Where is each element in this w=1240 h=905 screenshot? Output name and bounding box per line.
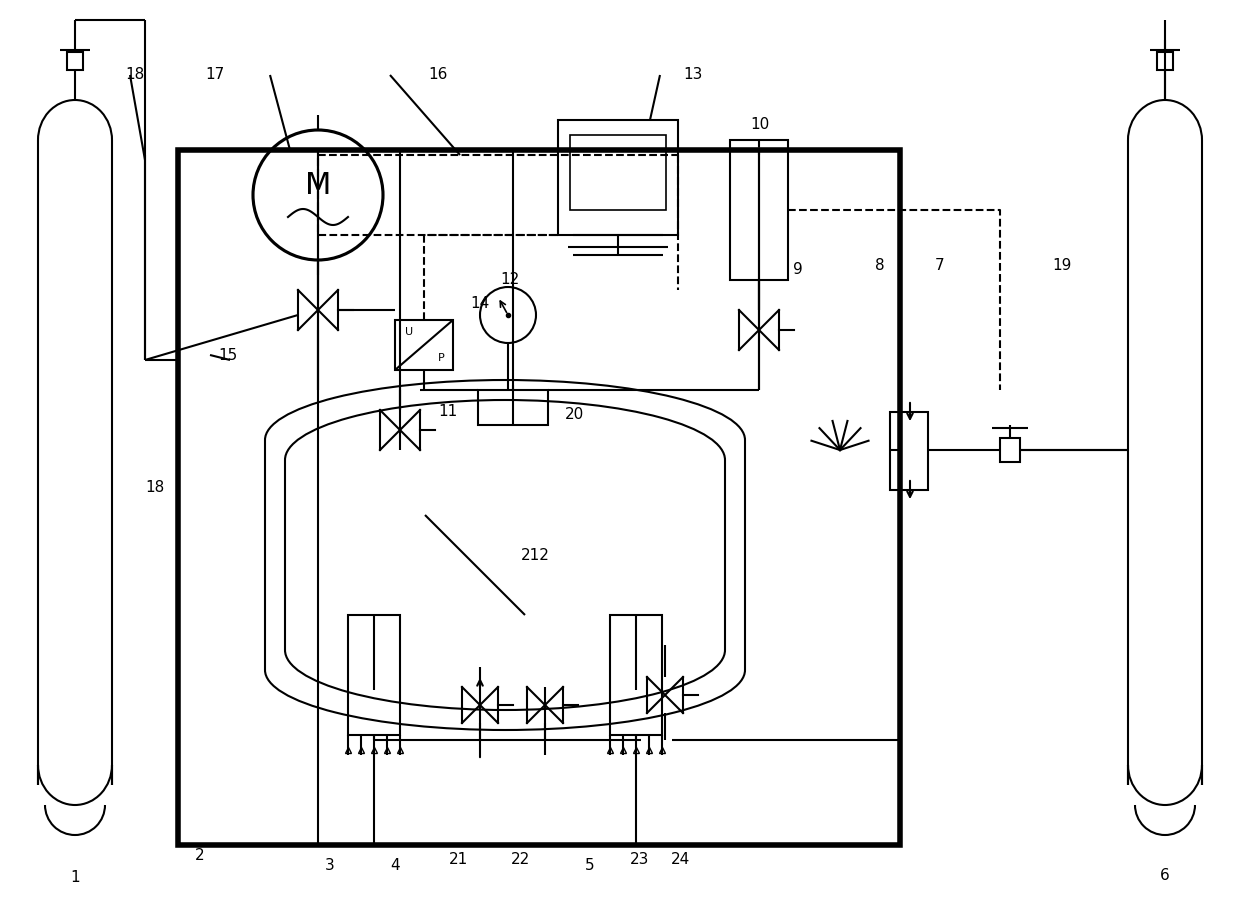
Text: 21: 21: [449, 853, 467, 868]
Text: 18: 18: [125, 68, 145, 82]
Text: 16: 16: [428, 68, 448, 82]
Bar: [348, 615, 401, 735]
Text: 3: 3: [325, 858, 335, 872]
Text: 24: 24: [671, 853, 689, 868]
Text: 14: 14: [470, 296, 490, 310]
Bar: [477, 390, 548, 425]
Bar: [558, 120, 678, 235]
Text: 212: 212: [521, 548, 549, 563]
Text: 4: 4: [391, 858, 399, 872]
Bar: [179, 150, 900, 845]
Text: 15: 15: [218, 348, 238, 363]
Text: 18: 18: [145, 481, 165, 496]
Text: 11: 11: [439, 405, 458, 420]
Text: 20: 20: [565, 407, 584, 423]
Text: 13: 13: [683, 68, 703, 82]
Bar: [730, 140, 787, 280]
Text: 17: 17: [206, 68, 224, 82]
Bar: [67, 52, 83, 70]
Text: M: M: [305, 170, 331, 199]
Text: 8: 8: [875, 258, 885, 272]
Text: P: P: [438, 353, 444, 363]
Bar: [999, 438, 1021, 462]
Text: 1: 1: [71, 871, 79, 885]
Text: 7: 7: [935, 258, 945, 272]
Text: 2: 2: [195, 847, 205, 862]
Bar: [610, 615, 662, 735]
Text: 9: 9: [794, 262, 802, 278]
Text: U: U: [405, 327, 413, 337]
Text: 23: 23: [630, 853, 650, 868]
Text: 22: 22: [511, 853, 529, 868]
Bar: [570, 135, 666, 210]
Text: 12: 12: [501, 272, 520, 288]
Text: 6: 6: [1161, 868, 1169, 882]
Bar: [890, 412, 928, 490]
Text: 5: 5: [585, 858, 595, 872]
Text: 10: 10: [750, 118, 770, 132]
Text: 19: 19: [1053, 258, 1071, 272]
Bar: [396, 320, 453, 370]
Bar: [1157, 52, 1173, 70]
